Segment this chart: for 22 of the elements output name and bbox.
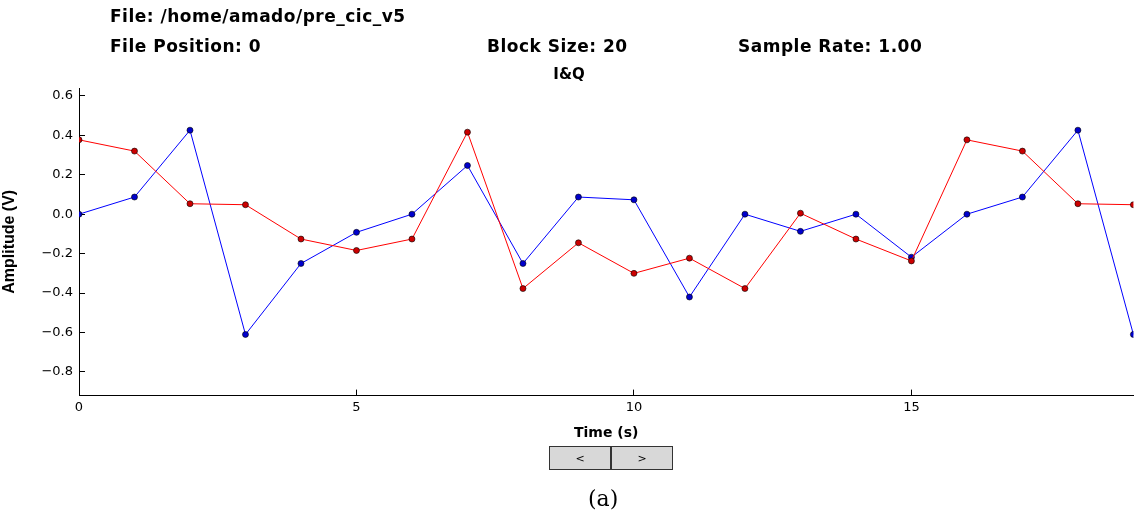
x-tick-label: 0 [74, 398, 84, 414]
y-tick-label: −0.8 [41, 363, 73, 379]
x-tick-label: 15 [903, 398, 920, 414]
text: (a) [588, 486, 619, 511]
y-tick-label: −0.6 [41, 323, 73, 339]
y-tick-label: 0.2 [52, 166, 73, 182]
text: Sample Rate: 1.00 [738, 36, 923, 56]
x-tick-label: 5 [352, 398, 361, 414]
text: File Position: 0 [110, 36, 262, 56]
y-tick-label: 0.0 [52, 205, 73, 221]
text: Block Size: 20 [487, 36, 628, 56]
y-tick-label: 0.4 [52, 126, 73, 142]
next-button[interactable]: > [611, 446, 673, 470]
y-axis-title: Amplitude (V) [0, 189, 18, 294]
text: File: /home/amado/pre_cic_v5 [110, 6, 406, 26]
x-axis-title: Time (s) [573, 424, 639, 441]
y-tick-label: −0.2 [41, 245, 73, 261]
previous-button[interactable]: < [549, 446, 611, 470]
y-tick-label: −0.4 [41, 284, 73, 300]
x-tick-label: 10 [625, 398, 643, 414]
y-tick-label: 0.6 [52, 87, 73, 103]
chart-title: I&Q [553, 64, 585, 83]
